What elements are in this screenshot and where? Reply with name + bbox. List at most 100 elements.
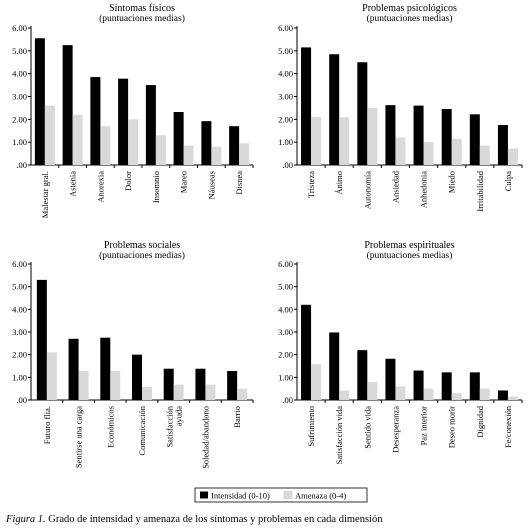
category-label: Desesperanza [390, 406, 400, 453]
category-label: Dolor [123, 171, 133, 191]
y-tick-label: 1.00 [278, 372, 293, 382]
y-tick-label: 3.00 [12, 92, 27, 102]
bar-intensity [385, 105, 396, 165]
chart-title: Problemas sociales [104, 240, 180, 251]
chart-panel-4: Problemas espirituales(puntuaciones medi… [278, 240, 523, 464]
bar-threat [507, 148, 518, 165]
bar-threat [237, 388, 248, 400]
y-tick-label: 3.00 [278, 327, 293, 337]
category-label: Deseo morir [447, 406, 457, 448]
bar-threat [205, 384, 216, 400]
legend: Intensidad (0-10) Amenaza (0-4) [194, 487, 368, 503]
y-tick-label: 2.00 [12, 350, 27, 360]
bar-intensity [413, 370, 424, 400]
category-label: Insomnio [151, 171, 161, 203]
caption-text: Grado de intensidad y amenaza de los sín… [45, 514, 383, 525]
bar-threat [395, 137, 406, 165]
bar-intensity [469, 372, 480, 400]
category-label: Miedo [447, 171, 457, 193]
category-label: Náuseas [206, 171, 216, 199]
category-label: Anorexia [95, 171, 105, 203]
chart-panel-1: Síntomas físicos(puntuaciones medias) 6.0… [12, 3, 254, 218]
category-label: Comunicación [137, 405, 147, 455]
y-tick-label: 6.00 [278, 23, 293, 33]
category-label: Futuro flia. [42, 406, 52, 444]
y-tick-label: .00 [16, 395, 27, 405]
y-tick-label: 6.00 [12, 259, 27, 269]
category-label: Astenia [68, 171, 78, 197]
chart-subtitle: (puntuaciones medias) [367, 13, 453, 24]
bar-threat [100, 126, 111, 165]
bar-intensity [36, 279, 47, 400]
bar-threat [46, 352, 57, 400]
category-label: Disnea [234, 171, 244, 195]
y-tick-label: 3.00 [278, 92, 293, 102]
bar-intensity [163, 368, 174, 400]
bar-threat [423, 142, 434, 165]
bar-intensity [329, 332, 340, 400]
bar-threat [367, 381, 378, 400]
category-label: Barrio [232, 406, 242, 428]
bar-threat [395, 386, 406, 400]
legend-swatch [283, 491, 293, 499]
bar-intensity [195, 368, 206, 400]
bar-intensity [229, 126, 240, 165]
bar-threat [507, 396, 518, 400]
bar-intensity [132, 354, 142, 400]
bar-intensity [497, 125, 508, 165]
bar-intensity [357, 62, 368, 165]
category-label: Mareo [179, 171, 189, 193]
category-label: Culpa [503, 171, 513, 192]
bar-threat [451, 393, 462, 400]
category-label: Soledad/abandono [200, 406, 210, 469]
bar-threat [183, 145, 194, 165]
bar-intensity [413, 105, 424, 165]
bar-intensity [385, 358, 396, 400]
caption-label: Figura 1. [6, 514, 46, 525]
chart-panel-3: Problemas sociales(puntuaciones medias) 6… [12, 240, 254, 469]
figure-caption: Figura 1. Grado de intensidad y amenaza … [6, 514, 382, 525]
bar-threat [423, 388, 434, 400]
bar-intensity [62, 45, 73, 165]
y-tick-label: 5.00 [278, 46, 293, 56]
category-label: Anhedonia [419, 171, 429, 209]
y-tick-label: 2.00 [278, 350, 293, 360]
bar-intensity [357, 350, 368, 400]
category-label: Dignidad [475, 405, 485, 437]
chart-title: Síntomas físicos [109, 3, 175, 14]
y-tick-label: 6.00 [12, 23, 27, 33]
bar-intensity [145, 85, 156, 165]
bar-intensity [329, 54, 340, 166]
y-tick-label: 4.00 [278, 69, 293, 79]
bar-threat [110, 370, 121, 400]
bar-threat [78, 370, 89, 400]
bar-threat [367, 107, 378, 165]
bar-threat [72, 114, 83, 165]
bar-intensity [469, 114, 480, 165]
bar-intensity [301, 304, 312, 400]
chart-title: Problemas psicológicos [362, 3, 457, 14]
y-tick-label: .00 [282, 160, 293, 170]
bar-intensity [227, 370, 238, 400]
bar-intensity [90, 77, 101, 165]
y-tick-label: .00 [282, 395, 293, 405]
category-label: Autonomía [362, 171, 372, 209]
y-tick-label: 1.00 [12, 137, 27, 147]
legend-swatch [200, 491, 208, 499]
category-label: Paz interior [419, 406, 429, 446]
y-tick-label: 5.00 [12, 46, 27, 56]
bar-threat [311, 117, 322, 165]
bar-intensity [173, 112, 184, 165]
bar-threat [239, 143, 250, 165]
bar-threat [173, 384, 184, 400]
category-label: Sentirse una carga [74, 406, 84, 468]
bar-threat [479, 145, 490, 165]
y-tick-label: 4.00 [278, 304, 293, 314]
bar-threat [479, 388, 490, 400]
y-tick-label: 1.00 [278, 137, 293, 147]
y-tick-label: .00 [16, 160, 27, 170]
category-label: Sentido vida [362, 406, 372, 449]
chart-subtitle: (puntuaciones medias) [367, 250, 453, 261]
y-tick-label: 6.00 [278, 259, 293, 269]
bar-intensity [301, 47, 312, 165]
